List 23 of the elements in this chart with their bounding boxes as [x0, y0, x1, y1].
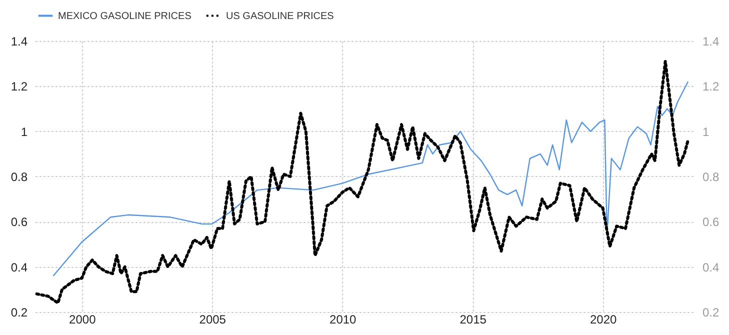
y2-tick-label: 1.2 [702, 80, 720, 94]
y2-tick-label: 0.8 [702, 170, 720, 184]
y2-tick-label: 0.6 [702, 215, 720, 230]
x-tick-label: 2020 [590, 312, 618, 326]
y2-tick-label: 1 [702, 124, 710, 139]
y-tick-label: 0.6 [10, 215, 28, 230]
x-tick-label: 2000 [69, 312, 96, 326]
y2-tick-label: 0.2 [702, 306, 720, 320]
y-tick-label: 0.8 [10, 170, 28, 184]
line-series [52, 81, 689, 276]
y2-tick-label: 0.4 [702, 260, 720, 274]
y-tick-label: 1 [20, 124, 28, 139]
legend-label: US GASOLINE PRICES [226, 10, 334, 22]
legend-label: MEXICO GASOLINE PRICES [58, 10, 192, 22]
y-tick-label: 0.2 [10, 306, 28, 320]
y-tick-label: 1.2 [10, 80, 28, 94]
x-tick-label: 2015 [460, 312, 487, 326]
y-tick-label: 0.4 [10, 260, 28, 274]
y2-tick-label: 1.4 [702, 34, 720, 48]
line-series [35, 60, 690, 304]
y-tick-label: 1.4 [10, 34, 28, 48]
x-tick-label: 2010 [330, 312, 357, 326]
x-tick-label: 2005 [199, 312, 226, 326]
